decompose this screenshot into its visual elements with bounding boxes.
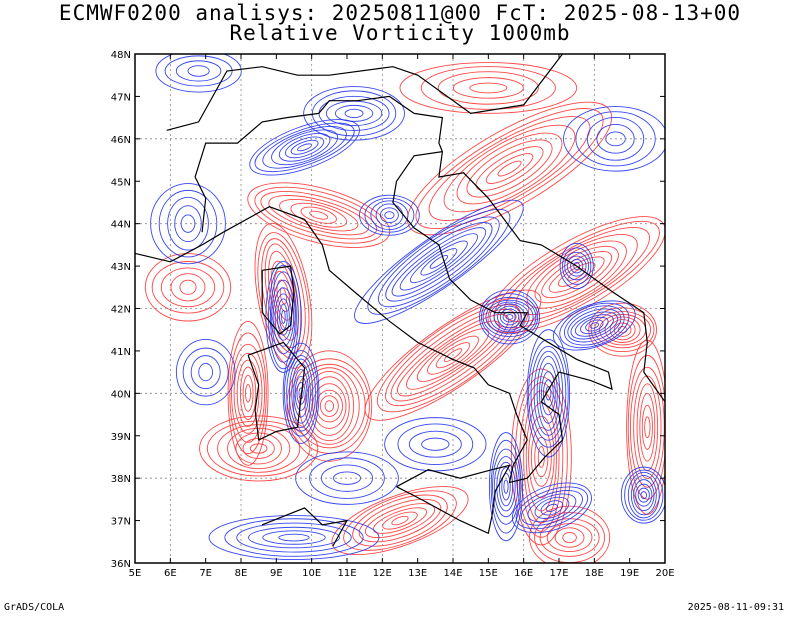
lat-tick-label: 42N xyxy=(111,305,131,316)
lon-tick-label: 6E xyxy=(164,568,177,579)
positive-vorticity-cell xyxy=(364,289,542,421)
coastline-path xyxy=(247,341,306,441)
lat-tick-label: 38N xyxy=(111,474,131,485)
negative-vorticity-cell xyxy=(208,515,380,560)
lon-tick-label: 11E xyxy=(337,568,356,579)
lat-tick-label: 43N xyxy=(111,262,131,273)
coastline-path xyxy=(194,95,444,233)
map-title: ECMWF0200 analisys: 20250811@00 FcT: 202… xyxy=(58,1,742,25)
positive-vorticity-cell xyxy=(406,101,613,236)
plot-area xyxy=(135,54,665,563)
lon-tick-label: 12E xyxy=(373,568,392,579)
lat-lon-grid xyxy=(135,54,665,563)
positive-vorticity-cell xyxy=(331,486,469,556)
lat-tick-label: 48N xyxy=(111,50,131,61)
positive-vorticity-cell xyxy=(399,62,578,114)
coastline-path xyxy=(135,231,224,263)
negative-vorticity-cell xyxy=(559,243,594,290)
negative-vorticity-cell xyxy=(553,300,636,351)
coastline-path xyxy=(396,464,511,535)
negative-vorticity-cell xyxy=(479,289,540,345)
negative-vorticity-cell xyxy=(511,482,592,534)
coastline-borders xyxy=(135,54,665,547)
negative-vorticity-cell xyxy=(384,417,487,472)
lon-tick-label: 13E xyxy=(408,568,427,579)
lon-tick-label: 8E xyxy=(235,568,248,579)
positive-vorticity-cell xyxy=(144,253,232,322)
lon-tick-label: 7E xyxy=(199,568,212,579)
lon-tick-label: 9E xyxy=(270,568,283,579)
negative-vorticity-cell xyxy=(265,261,302,373)
lat-tick-label: 41N xyxy=(111,347,131,358)
negative-vorticity-cell xyxy=(488,432,524,542)
lon-tick-label: 20E xyxy=(655,568,674,579)
coastline-path xyxy=(261,265,295,335)
lon-tick-label: 15E xyxy=(479,568,498,579)
lat-tick-label: 47N xyxy=(111,92,131,103)
lat-tick-label: 36N xyxy=(111,559,131,570)
negative-vorticity-cell xyxy=(359,194,420,236)
lon-tick-label: 17E xyxy=(549,568,568,579)
vorticity-contours xyxy=(144,54,665,563)
lon-tick-label: 10E xyxy=(302,568,321,579)
lon-tick-label: 18E xyxy=(585,568,604,579)
lat-tick-label: 44N xyxy=(111,220,131,231)
positive-vorticity-cell xyxy=(588,302,657,357)
coastline-path xyxy=(438,151,665,403)
coastline-path xyxy=(261,507,349,547)
coastline-path xyxy=(223,151,613,484)
negative-vorticity-cell xyxy=(175,338,236,406)
lon-tick-label: 19E xyxy=(620,568,639,579)
positive-vorticity-cell xyxy=(199,415,319,482)
lat-tick-label: 39N xyxy=(111,432,131,443)
lon-tick-label: 14E xyxy=(443,568,462,579)
lat-tick-label: 37N xyxy=(111,517,131,528)
lat-tick-label: 45N xyxy=(111,177,131,188)
run-timestamp: 2025-08-11-09:31 xyxy=(687,602,784,613)
negative-vorticity-cell xyxy=(249,119,360,176)
coastline-path xyxy=(166,54,563,131)
positive-vorticity-cell xyxy=(286,350,373,462)
software-credit: GrADS/COLA xyxy=(4,602,65,613)
axis-ticks: 5E 6E 7E 8E 9E 10E 11E 12E 13E 14E 15E 16E 17E 18E 19E… xyxy=(111,50,675,579)
lat-tick-label: 40N xyxy=(111,389,131,400)
lat-tick-label: 46N xyxy=(111,135,131,146)
negative-vorticity-cell xyxy=(620,466,665,524)
lon-tick-label: 16E xyxy=(514,568,533,579)
map-subtitle: Relative Vorticity 1000mb xyxy=(229,21,571,45)
lon-tick-label: 5E xyxy=(129,568,142,579)
